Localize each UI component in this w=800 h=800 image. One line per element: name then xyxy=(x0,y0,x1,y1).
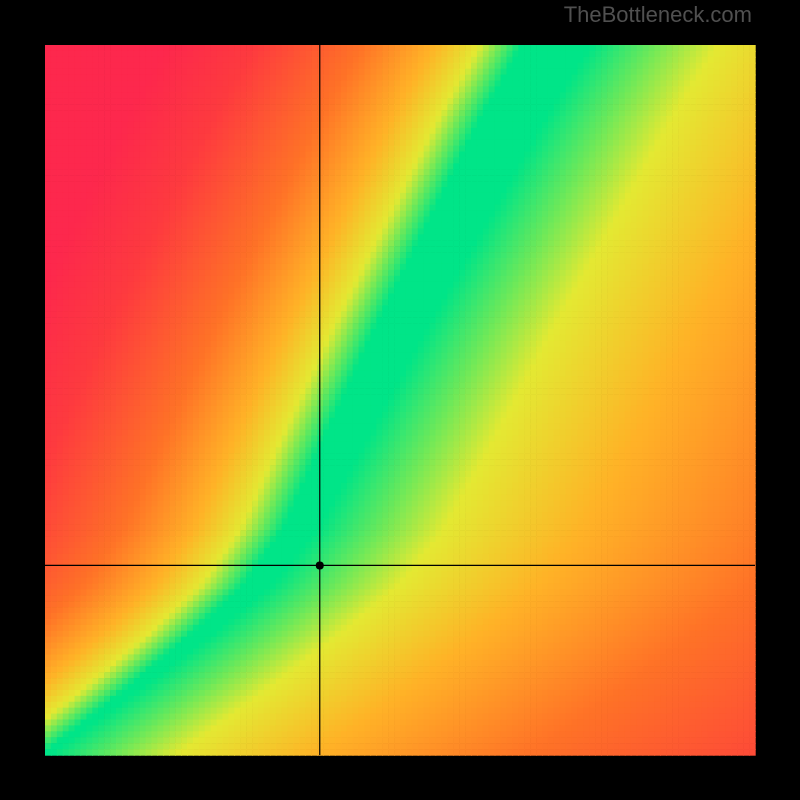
watermark-text: TheBottleneck.com xyxy=(564,2,752,28)
bottleneck-heatmap xyxy=(0,0,800,800)
